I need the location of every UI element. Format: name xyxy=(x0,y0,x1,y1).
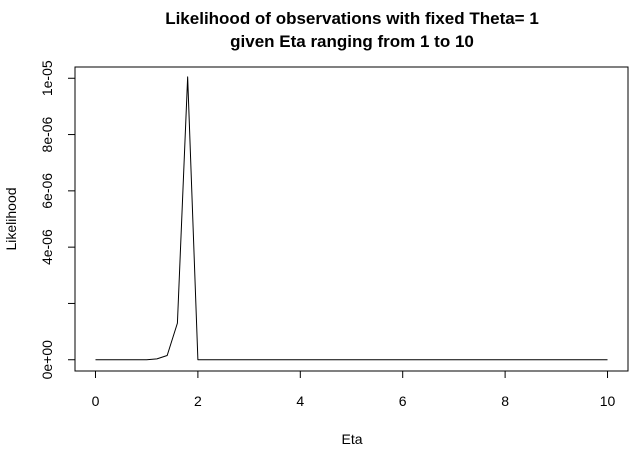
y-tick-label: 1e-05 xyxy=(39,60,55,96)
x-tick-label: 2 xyxy=(194,393,202,409)
x-tick-label: 8 xyxy=(501,393,509,409)
x-tick-label: 4 xyxy=(296,393,304,409)
x-tick-label: 10 xyxy=(600,393,616,409)
likelihood-series-line xyxy=(95,76,608,361)
x-axis-label: Eta xyxy=(341,431,362,447)
y-tick-label: 6e-06 xyxy=(39,173,55,209)
x-tick-label: 6 xyxy=(399,393,407,409)
y-axis: 0e+00 4e-06 6e-06 8e-06 1e-05 xyxy=(39,60,76,380)
chart-title-line-2: given Eta ranging from 1 to 10 xyxy=(230,32,474,51)
y-axis-label: Likelihood xyxy=(3,187,19,250)
x-axis: 0 2 4 6 8 10 xyxy=(92,370,616,409)
x-tick-label: 0 xyxy=(92,393,100,409)
y-tick-label: 4e-06 xyxy=(39,229,55,265)
chart-title-line-1: Likelihood of observations with fixed Th… xyxy=(165,9,539,28)
y-tick-label: 0e+00 xyxy=(39,340,55,380)
plot-series xyxy=(95,76,608,361)
y-tick-label: 8e-06 xyxy=(39,116,55,152)
plot-frame xyxy=(74,66,629,372)
